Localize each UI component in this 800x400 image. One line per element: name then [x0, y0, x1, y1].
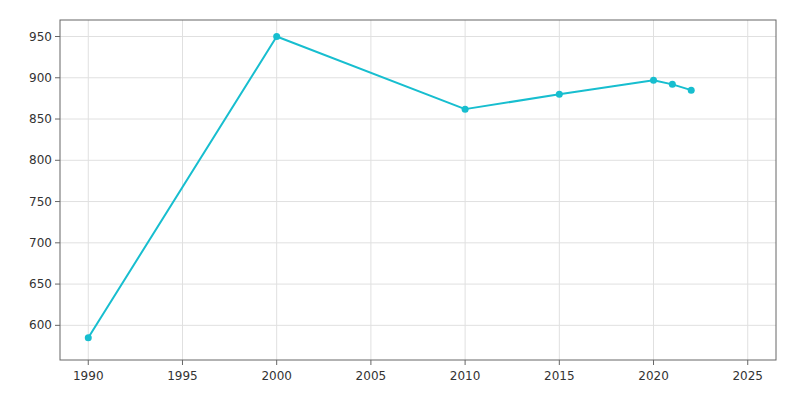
y-tick	[55, 242, 60, 243]
x-tick	[88, 360, 89, 365]
x-tick-label: 2020	[638, 369, 669, 383]
x-tick	[747, 360, 748, 365]
plot-frame	[60, 20, 776, 360]
x-tick-label: 2005	[356, 369, 387, 383]
y-tick	[55, 119, 60, 120]
x-tick-label: 2000	[261, 369, 292, 383]
y-tick-label: 700	[29, 236, 52, 250]
x-grid-line	[747, 20, 748, 360]
y-grid-line	[60, 77, 776, 78]
x-grid-line	[370, 20, 371, 360]
marker	[688, 87, 695, 94]
line	[88, 37, 691, 338]
series	[85, 33, 695, 341]
x-tick	[559, 360, 560, 365]
x-tick	[182, 360, 183, 365]
y-tick	[55, 77, 60, 78]
y-grid-line	[60, 201, 776, 202]
x-grid-line	[653, 20, 654, 360]
marker	[462, 106, 469, 113]
y-grid-line	[60, 36, 776, 37]
x-tick	[276, 360, 277, 365]
x-tick	[465, 360, 466, 365]
y-tick	[55, 284, 60, 285]
chart-container: 1990 1995 2000 2005 2010 2015 2020 2025 600 650 70…	[0, 0, 800, 400]
x-grid-line	[465, 20, 466, 360]
y-grid-line	[60, 325, 776, 326]
grid	[60, 20, 776, 360]
y-tick	[55, 160, 60, 161]
x-tick	[370, 360, 371, 365]
y-tick-label: 650	[29, 277, 52, 291]
marker	[650, 77, 657, 84]
y-tick	[55, 201, 60, 202]
x-tick-label: 1995	[167, 369, 198, 383]
x-tick-label: 2025	[732, 369, 763, 383]
x-tick-label: 1990	[73, 369, 104, 383]
marker	[85, 334, 92, 341]
x-tick	[653, 360, 654, 365]
y-tick-label: 800	[29, 153, 52, 167]
y-tick-label: 850	[29, 112, 52, 126]
x-grid-line	[88, 20, 89, 360]
x-tick-label: 2015	[544, 369, 575, 383]
y-tick-label: 750	[29, 195, 52, 209]
marker	[273, 33, 280, 40]
y-grid-line	[60, 284, 776, 285]
y-tick	[55, 36, 60, 37]
y-grid-line	[60, 119, 776, 120]
chart-svg: 1990 1995 2000 2005 2010 2015 2020 2025 600 650 70…	[0, 0, 800, 400]
y-tick-label: 950	[29, 30, 52, 44]
y-tick-label: 600	[29, 318, 52, 332]
axes: 1990 1995 2000 2005 2010 2015 2020 2025 600 650 70…	[29, 20, 776, 383]
y-tick-label: 900	[29, 71, 52, 85]
marker	[556, 91, 563, 98]
y-grid-line	[60, 160, 776, 161]
x-grid-line	[559, 20, 560, 360]
x-grid-line	[182, 20, 183, 360]
marker	[669, 81, 676, 88]
x-tick-label: 2010	[450, 369, 481, 383]
x-grid-line	[276, 20, 277, 360]
y-tick	[55, 325, 60, 326]
y-grid-line	[60, 242, 776, 243]
